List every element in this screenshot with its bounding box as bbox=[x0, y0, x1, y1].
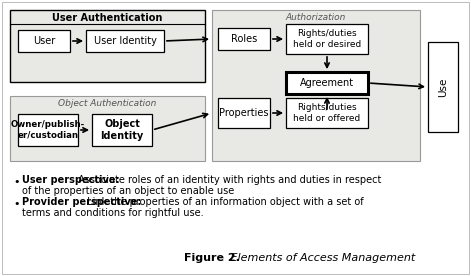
Text: Provider perspective:: Provider perspective: bbox=[22, 197, 141, 207]
Text: User Authentication: User Authentication bbox=[52, 13, 162, 23]
Text: Authorization: Authorization bbox=[286, 14, 346, 23]
Text: User Identity: User Identity bbox=[94, 36, 156, 46]
Text: Elements of Access Management: Elements of Access Management bbox=[219, 253, 415, 263]
Text: Use: Use bbox=[438, 77, 448, 97]
Text: User: User bbox=[33, 36, 55, 46]
Text: Rights/duties
held or desired: Rights/duties held or desired bbox=[293, 29, 361, 49]
Text: User perspective:: User perspective: bbox=[22, 175, 120, 185]
Text: Object Authentication: Object Authentication bbox=[58, 100, 157, 108]
Text: Owner/publish-
er/custodian: Owner/publish- er/custodian bbox=[11, 120, 85, 140]
Bar bbox=[428, 42, 458, 132]
Bar bbox=[10, 96, 205, 161]
Bar bbox=[92, 114, 152, 146]
Text: Object
Identity: Object Identity bbox=[100, 119, 144, 141]
Text: Agreement: Agreement bbox=[300, 78, 354, 88]
Text: Properties: Properties bbox=[219, 108, 269, 118]
Bar bbox=[18, 30, 70, 52]
Bar bbox=[218, 98, 270, 128]
Bar bbox=[10, 10, 205, 82]
Bar bbox=[218, 28, 270, 50]
Text: Roles: Roles bbox=[231, 34, 257, 44]
Bar bbox=[286, 24, 368, 54]
Text: •: • bbox=[13, 199, 19, 209]
Text: of the properties of an object to enable use: of the properties of an object to enable… bbox=[22, 186, 234, 196]
Bar bbox=[212, 10, 420, 161]
Bar bbox=[86, 30, 164, 52]
Bar bbox=[286, 72, 368, 94]
Text: Link the properties of an information object with a set of: Link the properties of an information ob… bbox=[84, 197, 364, 207]
Text: Figure 2.: Figure 2. bbox=[184, 253, 239, 263]
Text: Associate roles of an identity with rights and duties in respect: Associate roles of an identity with righ… bbox=[75, 175, 382, 185]
Bar bbox=[18, 114, 78, 146]
Bar bbox=[286, 98, 368, 128]
Text: •: • bbox=[13, 177, 19, 187]
Text: Rights/duties
held or offered: Rights/duties held or offered bbox=[293, 103, 361, 123]
Text: terms and conditions for rightful use.: terms and conditions for rightful use. bbox=[22, 208, 203, 218]
